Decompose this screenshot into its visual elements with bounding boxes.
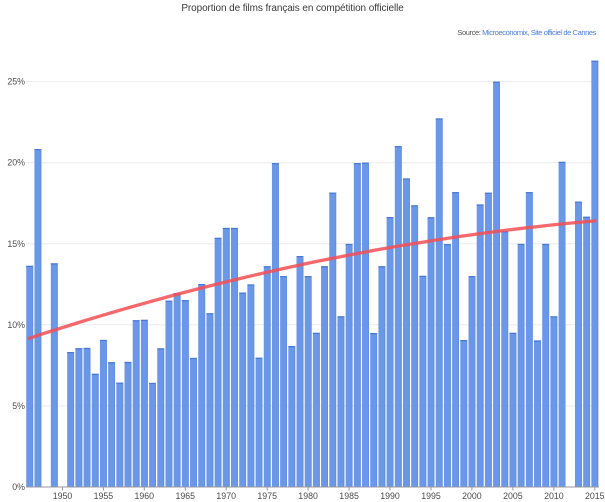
svg-text:25%: 25% xyxy=(7,77,25,87)
svg-text:1995: 1995 xyxy=(421,491,441,501)
svg-text:2000: 2000 xyxy=(462,491,482,501)
svg-text:0%: 0% xyxy=(12,482,25,492)
svg-text:1980: 1980 xyxy=(298,491,318,501)
svg-text:1975: 1975 xyxy=(257,491,277,501)
svg-text:10%: 10% xyxy=(7,320,25,330)
svg-text:1955: 1955 xyxy=(94,491,114,501)
svg-text:1985: 1985 xyxy=(339,491,359,501)
svg-text:2015: 2015 xyxy=(585,491,605,501)
svg-text:1960: 1960 xyxy=(135,491,155,501)
svg-text:2005: 2005 xyxy=(503,491,523,501)
svg-text:5%: 5% xyxy=(12,401,25,411)
svg-text:1950: 1950 xyxy=(53,491,73,501)
svg-text:2010: 2010 xyxy=(544,491,564,501)
svg-text:15%: 15% xyxy=(7,239,25,249)
svg-text:20%: 20% xyxy=(7,158,25,168)
svg-text:1990: 1990 xyxy=(380,491,400,501)
svg-text:1965: 1965 xyxy=(176,491,196,501)
svg-text:1970: 1970 xyxy=(216,491,236,501)
